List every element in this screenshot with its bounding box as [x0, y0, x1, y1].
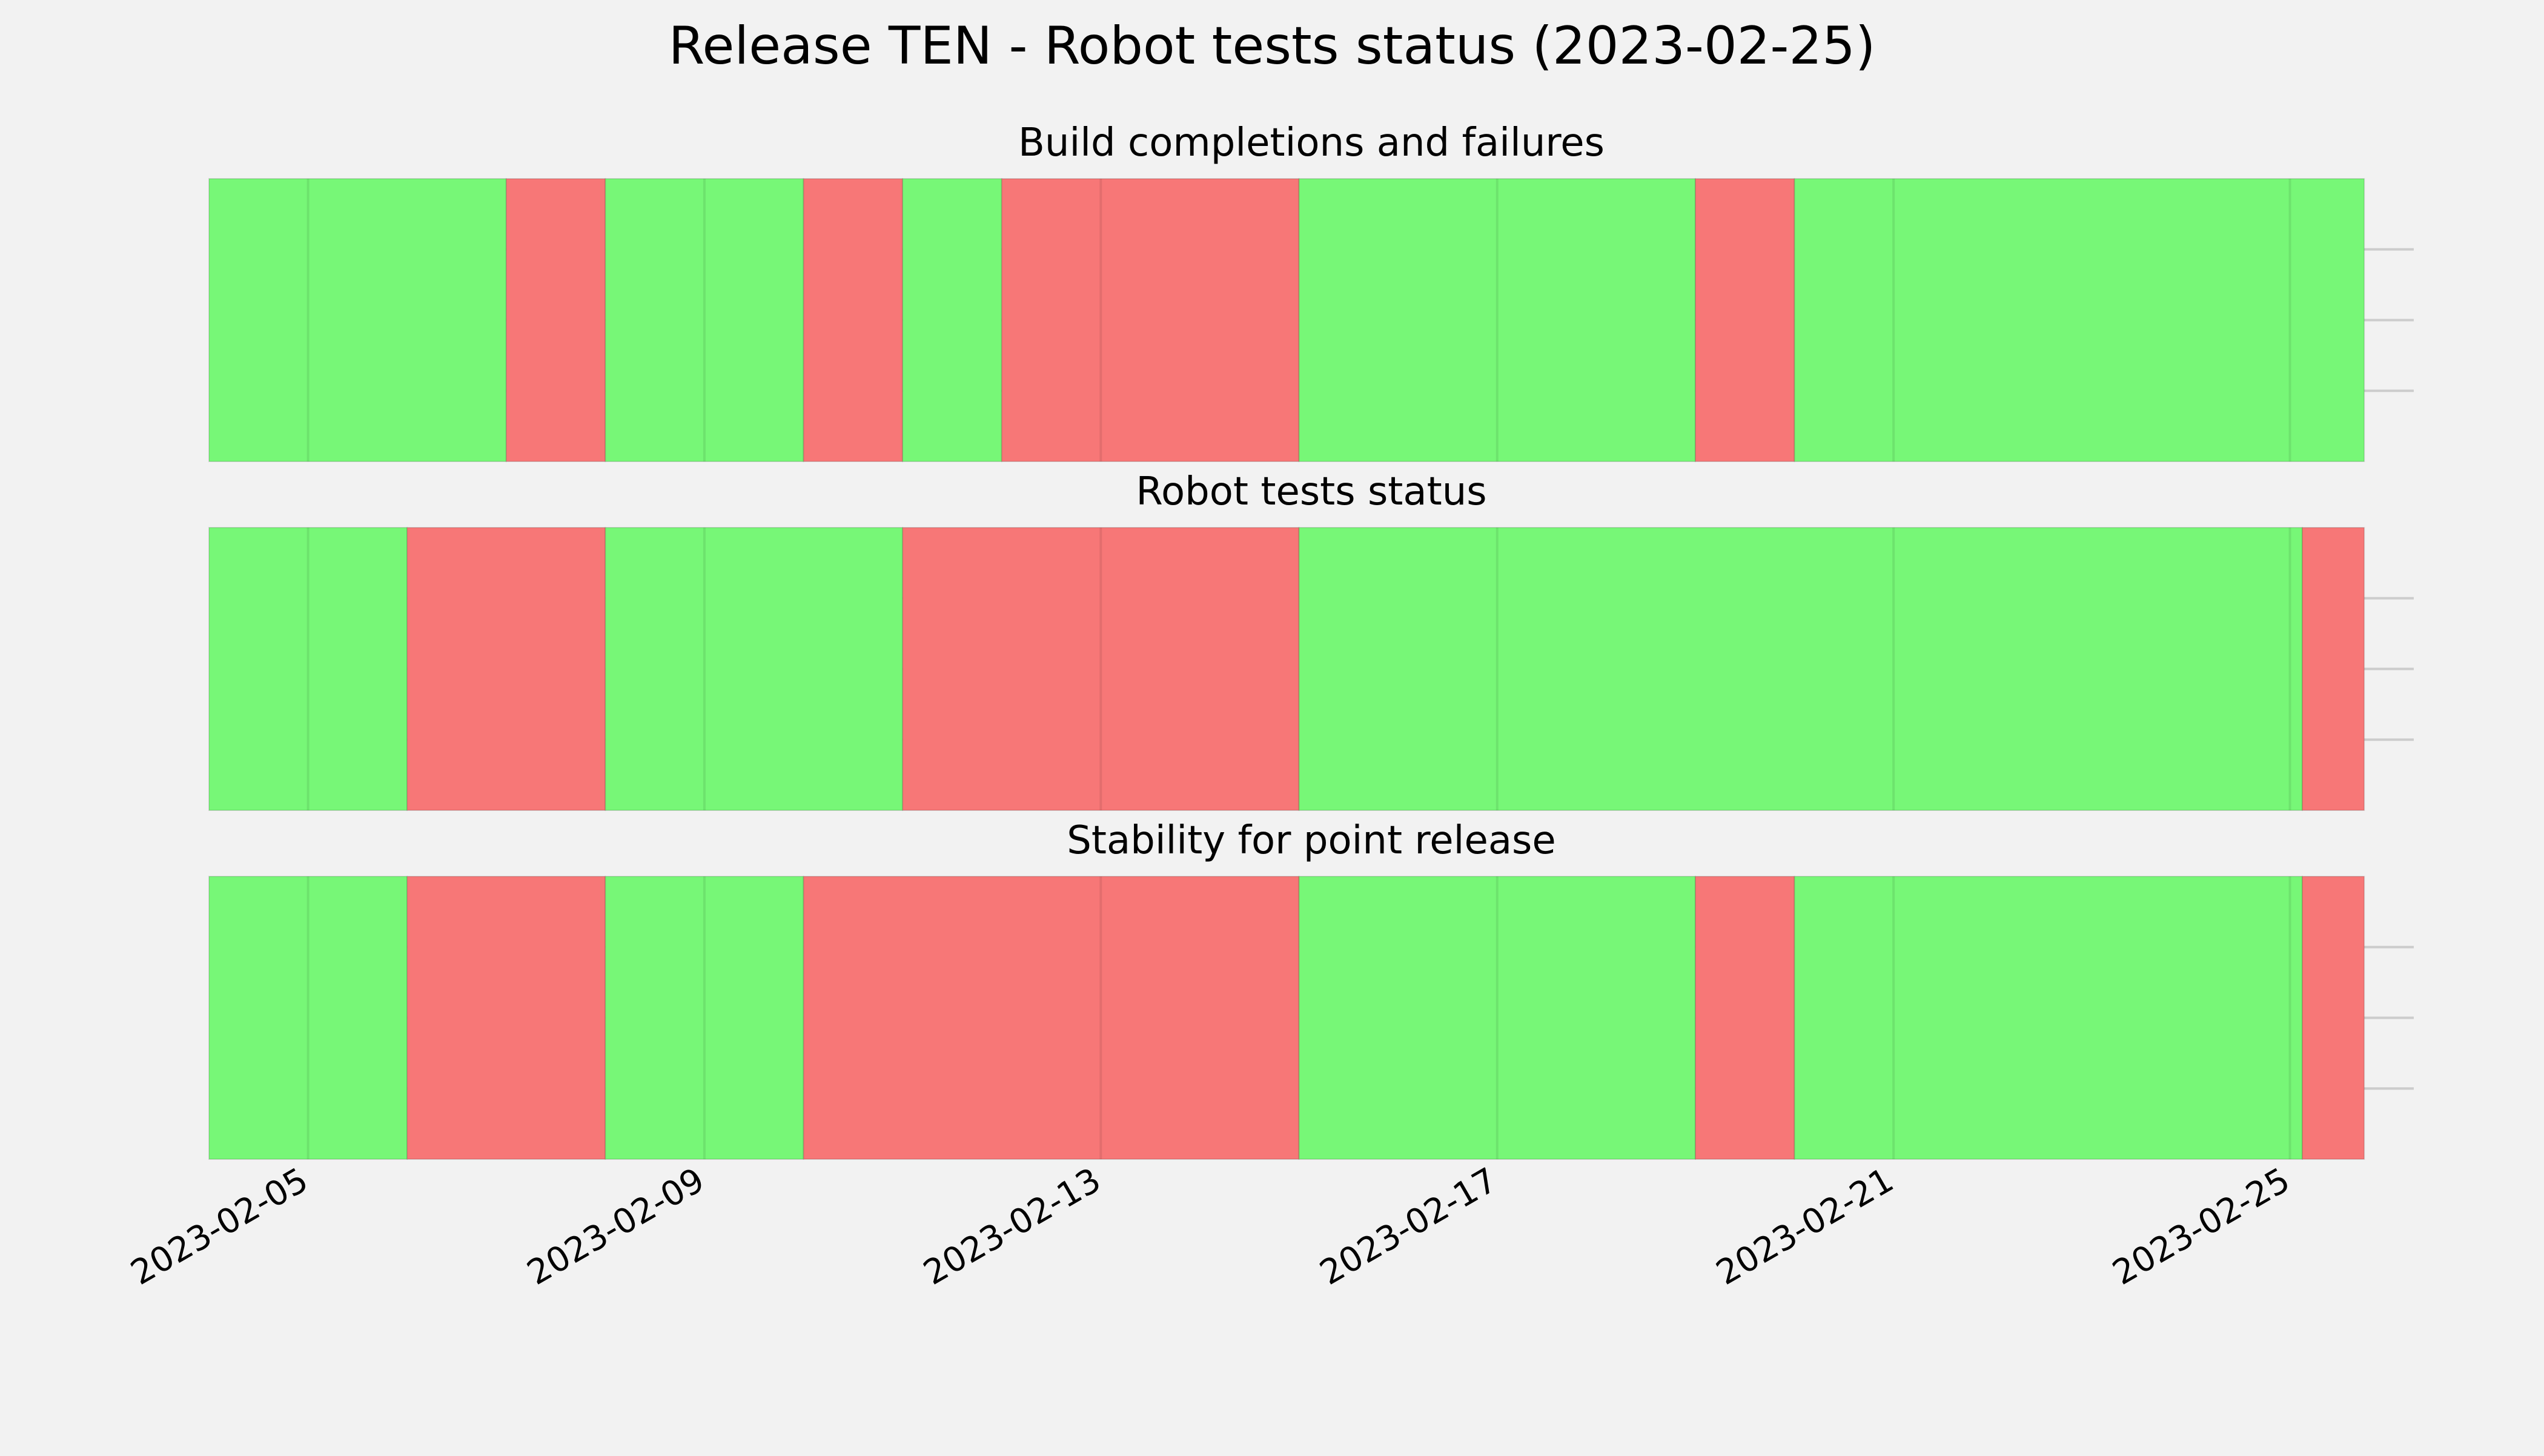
- status-segment-fail: [1694, 876, 1795, 1160]
- status-segment-pass: [902, 178, 1002, 462]
- status-segment-fail: [902, 527, 1300, 811]
- status-segment-pass: [1794, 178, 2365, 462]
- timeline-panel: Stability for point release: [208, 818, 2414, 1160]
- panel-title: Robot tests status: [1136, 469, 1486, 514]
- status-segment-fail: [505, 178, 606, 462]
- status-segment-pass: [605, 527, 904, 811]
- status-segment-fail: [406, 876, 606, 1160]
- timeline-panel: Robot tests status: [208, 469, 2414, 811]
- status-segment-fail: [1001, 178, 1300, 462]
- status-segment-pass: [208, 527, 408, 811]
- panel-title: Stability for point release: [1067, 818, 1556, 863]
- status-segment-fail: [2301, 876, 2365, 1160]
- chart-title: Release TEN - Robot tests status (2023-0…: [669, 16, 1876, 76]
- status-segment-fail: [803, 178, 904, 462]
- timeline-panel: Build completions and failures: [208, 121, 2414, 462]
- status-segment-pass: [1794, 876, 2303, 1160]
- chart-panels: Build completions and failures Robot test…: [208, 121, 2414, 1160]
- status-segment-fail: [2301, 527, 2365, 811]
- status-segment-pass: [1298, 876, 1696, 1160]
- status-segment-pass: [208, 876, 408, 1160]
- status-segment-pass: [1298, 527, 2303, 811]
- status-segment-fail: [406, 527, 606, 811]
- panel-title: Build completions and failures: [1018, 121, 1605, 165]
- status-segment-pass: [1298, 178, 1696, 462]
- status-segment-pass: [605, 876, 804, 1160]
- status-segment-fail: [803, 876, 1300, 1160]
- status-segment-fail: [1694, 178, 1795, 462]
- status-segment-pass: [605, 178, 804, 462]
- status-segment-pass: [208, 178, 507, 462]
